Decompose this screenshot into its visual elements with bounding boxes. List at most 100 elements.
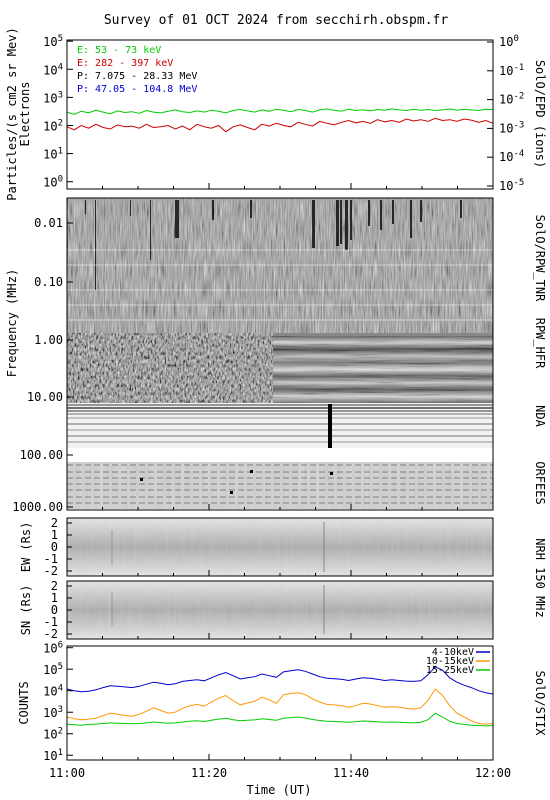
tnr-burst-mark xyxy=(150,200,151,260)
stix-y-tick-label: 104 xyxy=(43,684,63,699)
nda-label: NDA xyxy=(533,405,547,427)
epd-y2-tick-label: 10-5 xyxy=(499,178,524,193)
epd-y-tick-label: 101 xyxy=(43,147,63,162)
orfees-spot xyxy=(230,491,233,494)
epd-legend: E: 53 - 73 keV E: 282 - 397 keV P: 7.075 -… xyxy=(77,45,197,95)
epd-y2-tick-label: 10-2 xyxy=(499,92,524,107)
epd-y2-tick-label: 10-3 xyxy=(499,120,524,135)
epd-y-tick-label: 102 xyxy=(43,118,63,133)
tnr-burst-mark xyxy=(130,200,131,216)
radio-y-label: Frequency (MHz) xyxy=(5,269,19,377)
nrh-y-tick-label: -2 xyxy=(44,627,58,641)
stix-legend-entry: 4-10keV xyxy=(432,647,474,658)
nda-burst-mark xyxy=(328,404,332,448)
stix-y-label: COUNTS xyxy=(17,681,31,724)
sn-y-label: SN (Rs) xyxy=(19,585,33,636)
stix-series-line-0 xyxy=(66,666,494,695)
stix-series-lines xyxy=(66,666,494,727)
tnr-burst-mark xyxy=(420,200,422,222)
radio-y-tick-label: 100.00 xyxy=(20,448,63,462)
nda-lines xyxy=(67,404,493,448)
epd-series-line-0 xyxy=(66,108,494,115)
sn-y-ticks: 210-1-2 xyxy=(44,579,72,641)
x-tick-label: 11:20 xyxy=(191,766,227,780)
chart-title: Survey of 01 OCT 2024 from secchirh.obsp… xyxy=(104,13,449,28)
epd-legend-entry: E: 282 - 397 keV xyxy=(77,58,173,69)
epd-y2-tick-label: 10-4 xyxy=(499,149,524,164)
tnr-burst-mark xyxy=(380,200,382,230)
epd-y-tick-label: 100 xyxy=(43,175,63,190)
epd-series-line-1 xyxy=(66,117,494,133)
epd-y-tick-label: 105 xyxy=(43,34,63,49)
nrh-y-tick-label: 2 xyxy=(51,579,58,593)
epd-legend-entry: P: 47.05 - 104.8 MeV xyxy=(77,84,197,95)
orfees-spot xyxy=(140,478,143,481)
tnr-burst-mark xyxy=(312,200,315,248)
nrh-label: NRH 150 MHz xyxy=(533,538,547,617)
stix-legend-entry: 10-15keV xyxy=(426,656,474,667)
stix-right-label: SolO/STIX xyxy=(533,670,547,736)
stix-legend-entry: 15-25keV xyxy=(426,665,474,676)
x-tick-label: 12:00 xyxy=(475,766,511,780)
epd-legend-entry: P: 7.075 - 28.33 MeV xyxy=(77,71,197,82)
radio-y-tick-label: 1000.00 xyxy=(12,500,63,514)
epd-y2-ticks: 10-5 10-4 10-3 10-2 10-1 100 xyxy=(487,34,524,193)
tnr-burst-mark xyxy=(85,200,86,214)
radio-y-tick-label: 10.00 xyxy=(27,390,63,404)
tnr-burst-mark xyxy=(95,200,96,290)
x-tick-label: 11:40 xyxy=(333,766,369,780)
x-axis-ticks: 11:00 11:20 11:40 12:00 xyxy=(49,183,511,780)
tnr-burst-mark xyxy=(392,200,394,224)
radio-y-tick-label: 0.10 xyxy=(34,275,63,289)
orfees-lines xyxy=(67,464,493,504)
nda-band xyxy=(67,403,493,448)
stix-y-tick-label: 102 xyxy=(43,727,63,742)
orfees-spot xyxy=(330,472,333,475)
rpw-hfr-label: RPW_HFR xyxy=(533,318,547,369)
orfees-spot xyxy=(250,470,253,473)
epd-y2-tick-label: 10-1 xyxy=(499,63,524,78)
tnr-burst-mark xyxy=(250,200,252,218)
stix-y-tick-label: 106 xyxy=(43,641,63,656)
x-tick-label: 11:00 xyxy=(49,766,85,780)
tnr-burst-mark xyxy=(368,200,370,226)
nrh-ew-panel: 210-1-2 EW (Rs) xyxy=(19,516,494,578)
nrh-y-tick-label: 0 xyxy=(51,540,58,554)
tnr-burst-mark xyxy=(345,200,348,250)
nrh-y-tick-label: 1 xyxy=(51,591,58,605)
stix-series-line-2 xyxy=(66,712,494,727)
nrh-y-tick-label: -1 xyxy=(44,615,58,629)
tnr-burst-mark xyxy=(212,200,214,220)
tnr-burst-mark xyxy=(350,200,352,240)
epd-y-label-electrons: Electrons xyxy=(18,81,32,146)
nrh-sn-panel: 210-1-2 SN (Rs) xyxy=(19,579,494,641)
stix-y-tick-label: 105 xyxy=(43,662,63,677)
x-axis-label: Time (UT) xyxy=(246,783,311,797)
stix-y-tick-label: 103 xyxy=(43,705,63,720)
nrh-y-tick-label: 0 xyxy=(51,603,58,617)
epd-y-tick-label: 104 xyxy=(43,62,63,77)
nrh-y-tick-label: -2 xyxy=(44,564,58,578)
epd-legend-entry: E: 53 - 73 keV xyxy=(77,45,161,56)
stix-series-line-1 xyxy=(66,688,494,725)
epd-panel: E: 53 - 73 keV E: 282 - 397 keV P: 7.075 -… xyxy=(5,27,547,200)
tnr-burst-mark xyxy=(175,200,179,238)
radio-y-tick-label: 1.00 xyxy=(34,333,63,347)
ew-y-label: EW (Rs) xyxy=(19,522,33,573)
tnr-burst-mark xyxy=(340,200,342,244)
tnr-burst-marks xyxy=(67,200,493,321)
stix-y-tick-label: 101 xyxy=(43,748,63,763)
ew-y-ticks: 210-1-2 xyxy=(44,516,72,578)
epd-series-lines xyxy=(66,108,494,133)
tnr-burst-mark xyxy=(410,200,412,238)
epd-y-label: Particles/(s cm2 sr Mev) xyxy=(5,27,19,200)
orfees-label: ORFEES xyxy=(533,461,547,504)
radio-spectrogram: 0.01 0.10 1.00 10.00 100.00 1000.00 Frequency… xyxy=(5,197,547,514)
tnr-burst-mark xyxy=(336,200,339,246)
nrh-y-tick-label: -1 xyxy=(44,552,58,566)
epd-y2-tick-label: 100 xyxy=(499,34,519,49)
epd-y-tick-label: 103 xyxy=(43,90,63,105)
